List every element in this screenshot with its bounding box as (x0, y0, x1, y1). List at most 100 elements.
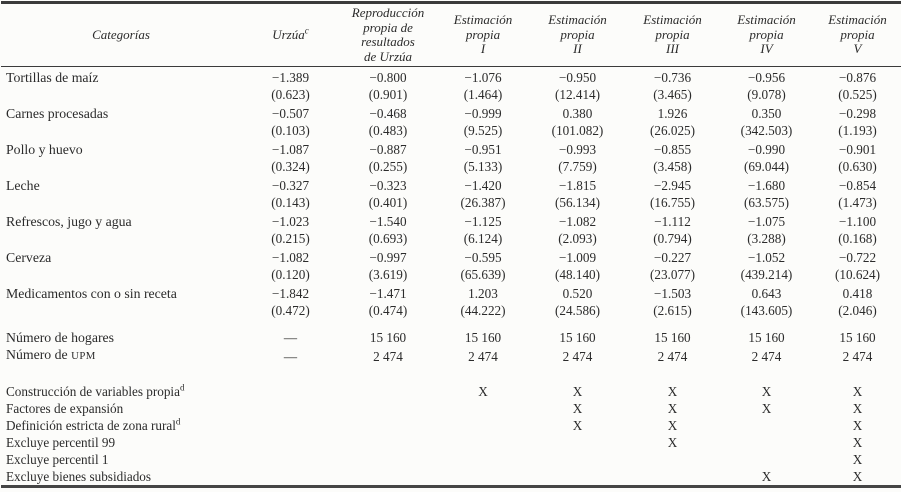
check-mark-cell: X (761, 469, 772, 484)
coefficient-cell: −1.023 (271, 214, 310, 229)
stderr-cell: (5.133) (463, 159, 503, 174)
check-mark-cell: X (761, 384, 772, 399)
count-cell: — (283, 330, 298, 345)
stderr-cell: (63.575) (743, 195, 790, 210)
stderr-cell: (0.525) (838, 87, 877, 102)
column-header-estimacion-2: Estimación propia II (530, 2, 625, 67)
header-line: Estimación (737, 12, 796, 28)
stderr-cell: (48.140) (554, 267, 601, 282)
header-line: Estimación (548, 12, 607, 28)
header-line: propia (749, 26, 784, 42)
coefficient-cell: −0.327 (271, 178, 310, 193)
empty-label-cell (1, 266, 241, 283)
check-mark-cell: X (852, 435, 863, 450)
count-label: Número de hogares (1, 329, 241, 346)
stderr-cell: (26.025) (649, 123, 696, 138)
column-header-estimacion-5: Estimación propia V (813, 2, 901, 67)
row-label-text: Factores de expansión (6, 401, 124, 416)
row-label-text: Leche (6, 178, 40, 193)
category-stderr-row: (0.120) (3.619) (65.639) (48.140) (23.077) (4… (1, 266, 901, 283)
count-cell: 2 474 (373, 349, 403, 364)
coefficient-cell: −1.471 (369, 286, 407, 301)
header-row: Categorías Urzúac Reproducción propia de… (1, 2, 901, 67)
check-mark-cell (436, 451, 530, 468)
stderr-cell: (65.639) (460, 267, 506, 282)
check-mark-cell (340, 468, 436, 487)
coefficient-cell: −1.112 (654, 214, 691, 229)
coefficient-cell: −0.323 (369, 178, 407, 193)
column-header-reproduccion-propia: Reproducción propia de resultados de Urz… (340, 2, 436, 67)
header-line: propia de (363, 19, 413, 35)
check-mark-cell: X (852, 469, 863, 484)
stderr-cell: (0.474) (368, 303, 408, 318)
stderr-cell: (0.168) (838, 231, 877, 246)
row-label-text: Cerveza (6, 250, 52, 265)
stderr-cell: (7.759) (558, 159, 597, 174)
count-cell: 15 160 (839, 330, 876, 345)
spacer-cell (1, 319, 901, 329)
stderr-cell: (3.288) (747, 231, 786, 246)
row-label-text: Número de (6, 347, 72, 362)
category-coefficient-row: Pollo y huevo −1.087 −0.887 −0.951 −0.993 −0.… (1, 139, 901, 158)
count-cell: 2 474 (468, 349, 498, 364)
row-label-text: Construcción de variables propia (6, 384, 180, 399)
header-line: III (666, 41, 679, 57)
category-label: Carnes procesadas (1, 103, 241, 122)
category-stderr-row: (0.143) (0.401) (26.387) (56.134) (16.755) (6… (1, 194, 901, 211)
coefficient-cell: 1.203 (468, 286, 498, 301)
coefficient-cell: 0.643 (751, 286, 782, 301)
check-mark-cell: X (572, 418, 583, 433)
coefficient-cell: −0.990 (747, 142, 786, 157)
category-label: Refrescos, jugo y agua (1, 211, 241, 230)
stderr-cell: (0.901) (368, 87, 408, 102)
stderr-cell: (1.464) (463, 87, 503, 102)
count-cell: 2 474 (562, 349, 593, 364)
specification-row: Construcción de variables propiad X X X X X (1, 383, 901, 400)
category-coefficient-row: Medicamentos con o sin receta −1.842 −1.47… (1, 283, 901, 302)
check-mark-cell (530, 468, 625, 487)
header-line: Reproducción (351, 5, 425, 20)
column-header-urzua: Urzúac (241, 2, 340, 67)
stderr-cell: (23.077) (649, 267, 696, 282)
specification-label: Excluye percentil 1 (1, 451, 241, 468)
check-mark-cell (625, 468, 720, 487)
coefficient-cell: −0.876 (838, 70, 877, 85)
header-line: V (853, 41, 862, 57)
stderr-cell: (2.093) (558, 231, 597, 246)
check-mark-cell (340, 417, 436, 434)
category-coefficient-row: Cerveza −1.082 −0.997 −0.595 −1.009 −0.227 −1.… (1, 247, 901, 266)
row-label-text: Carnes procesadas (6, 106, 109, 121)
stderr-cell: (26.387) (460, 195, 506, 210)
category-label: Cerveza (1, 247, 241, 266)
category-coefficient-row: Carnes procesadas −0.507 −0.468 −0.999 0.380… (1, 103, 901, 122)
check-mark-cell (241, 468, 340, 487)
category-stderr-row: (0.215) (0.693) (6.124) (2.093) (0.794) (3.28… (1, 230, 901, 247)
row-label-smallcaps: UPM (71, 350, 96, 362)
coefficient-cell: −0.800 (369, 70, 407, 85)
check-mark-cell: X (852, 384, 863, 399)
column-header-estimacion-4: Estimación propia IV (720, 2, 813, 67)
check-mark-cell (530, 451, 625, 468)
stderr-cell: (69.044) (743, 159, 790, 174)
check-mark-cell: X (478, 384, 488, 399)
check-mark-cell: X (667, 401, 678, 416)
stderr-cell: (0.483) (368, 123, 408, 138)
header-line: propia (840, 26, 875, 42)
coefficient-cell: −1.125 (464, 214, 502, 229)
empty-label-cell (1, 230, 241, 247)
check-mark-cell: X (852, 401, 863, 416)
coefficient-cell: −0.736 (653, 70, 692, 85)
coefficient-cell: −1.503 (653, 286, 692, 301)
check-mark-cell (241, 383, 340, 400)
stderr-cell: (143.605) (740, 303, 793, 318)
check-mark-cell (720, 417, 813, 434)
stderr-cell: (0.794) (653, 231, 692, 246)
header-line: propia (655, 26, 690, 42)
count-cell: 15 160 (369, 330, 407, 345)
stderr-cell: (9.525) (463, 123, 503, 138)
stderr-cell: (0.215) (271, 231, 310, 246)
coefficient-cell: −1.009 (558, 250, 597, 265)
header-line: IV (760, 41, 773, 57)
